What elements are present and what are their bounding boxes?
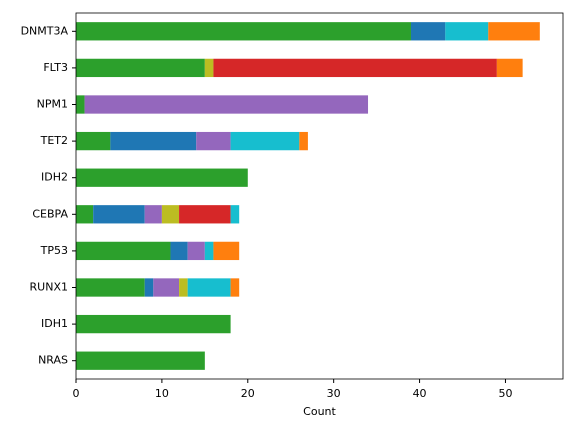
bar-segment [153,278,180,297]
bar-segment [230,205,240,224]
bar-segment [170,241,188,261]
y-tick-label: FLT3 [43,61,68,74]
bar-segment [230,131,300,151]
bar-segment [410,22,446,41]
bar-segment [204,241,214,261]
y-tick-label: IDH2 [41,171,68,184]
bar-segment [84,95,369,114]
bar-segment [76,131,111,151]
bar-segment [213,58,497,78]
bar-segment [445,22,489,41]
bar-segment [488,22,540,41]
bar-segment [76,241,171,261]
x-tick-label: 30 [327,387,341,400]
y-tick-label: RUNX1 [30,281,68,294]
bar-segment [76,314,231,334]
y-tick-label: TP53 [40,244,68,257]
y-tick-label: NPM1 [37,98,68,111]
x-tick-label: 50 [498,387,512,400]
bar-segment [76,95,85,114]
bar-segment [76,351,205,370]
bar-segment [76,168,248,187]
bar-segment [187,241,205,261]
bar-segment [213,241,240,261]
bar-segment [196,131,231,151]
y-tick-label: NRAS [38,354,68,367]
y-tick-label: CEBPA [32,207,68,220]
bar-segment [76,22,411,41]
bar-segment [161,205,180,224]
bar-segment [179,205,231,224]
bar-segment [496,58,523,78]
bar-segment [299,131,308,151]
bar-segment [110,131,197,151]
y-tick-label: IDH1 [41,317,68,330]
x-axis-label: Count [303,405,336,418]
bar-segment [230,278,240,297]
bar-segment [76,205,94,224]
bar-segment [144,278,154,297]
x-tick-label: 0 [73,387,80,400]
x-tick-label: 20 [241,387,255,400]
y-tick-label: DNMT3A [21,24,69,37]
bar-segment [187,278,231,297]
bar-segment [204,58,214,78]
axes-frame [75,12,564,380]
y-tick-label: TET2 [40,134,68,147]
x-tick-label: 40 [413,387,427,400]
bar-segment [76,58,205,78]
x-tick-label: 10 [155,387,169,400]
bar-segment [144,205,162,224]
bar-segment [93,205,145,224]
bar-segment [179,278,188,297]
bar-segment [76,278,145,297]
